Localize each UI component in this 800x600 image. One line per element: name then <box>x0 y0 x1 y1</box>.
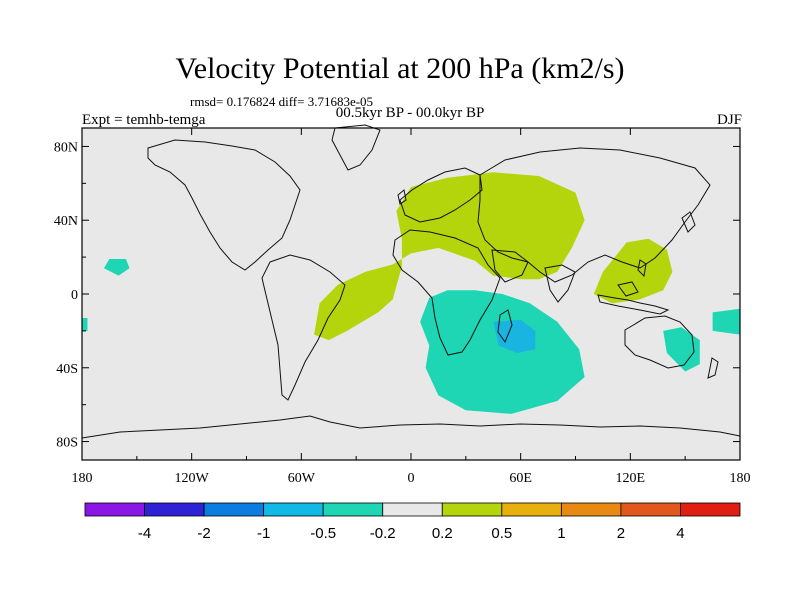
colorbar-label: -1 <box>257 525 270 542</box>
x-tick-label: 0 <box>408 471 415 486</box>
y-tick-label: 80S <box>56 436 78 451</box>
coastline-south-america <box>261 254 346 401</box>
coastlines <box>81 124 741 439</box>
colorbar-label: 0.5 <box>491 525 512 542</box>
chart-title: Velocity Potential at 200 hPa (km2/s) <box>175 52 625 85</box>
coastline-new-zealand <box>707 357 719 379</box>
x-tick-label: 180 <box>72 471 93 486</box>
colorbar-swatch <box>441 502 503 517</box>
x-tick-label: 60E <box>509 471 532 486</box>
coastline-arabia <box>491 249 529 283</box>
region-east-edge-negative <box>712 308 740 335</box>
coastline-indonesia <box>597 294 670 315</box>
coastline-india <box>544 264 576 303</box>
coastline-greenland <box>331 124 381 171</box>
x-tick-label: 120W <box>175 471 210 486</box>
coastline-africa <box>392 229 501 356</box>
colorbar-label: 2 <box>617 525 625 542</box>
x-tick-label: 60W <box>288 471 316 486</box>
coastline-north-america <box>147 139 301 271</box>
coastline-australia <box>624 315 695 369</box>
period-label: 00.5kyr BP - 00.0kyr BP <box>335 105 485 121</box>
colorbar-swatch <box>84 502 145 517</box>
region-eurasia-africa-positive <box>314 172 585 341</box>
colorbar-label: -4 <box>138 525 151 542</box>
colorbar-label: 1 <box>557 525 565 542</box>
x-tick-label: 120E <box>616 471 646 486</box>
y-tick-label: 40S <box>56 362 78 377</box>
colorbar-swatch <box>560 502 622 517</box>
colorbar-label: -2 <box>197 525 210 542</box>
coastline-philippines <box>637 259 647 278</box>
region-central-pacific-negative <box>103 259 130 276</box>
experiment-label: Expt = temhb-temga <box>82 112 206 128</box>
colorbar-swatch <box>263 502 324 517</box>
coastline-uk <box>397 189 407 205</box>
x-tick-label: 180 <box>730 471 751 486</box>
colorbar-swatch <box>680 502 741 517</box>
colorbar-swatch <box>322 502 384 517</box>
x-axis-ticks: 180 120W 60W 0 60E 120E 180 <box>72 128 751 486</box>
y-tick-label: 0 <box>71 288 78 303</box>
colorbar: -4 -2 -1 -0.5 -0.2 0.2 0.5 1 2 4 <box>84 502 741 542</box>
coastline-asia <box>477 147 711 283</box>
colorbar-label: 4 <box>676 525 684 542</box>
map-plot-area <box>82 128 740 460</box>
coastline-antarctica <box>81 415 741 439</box>
y-tick-label: 40N <box>54 214 78 229</box>
colorbar-swatch <box>382 502 443 517</box>
colorbar-label: 0.2 <box>432 525 453 542</box>
coastline-madagascar <box>497 309 513 344</box>
stats-line: rmsd= 0.176824 diff= 3.71683e-05 <box>190 94 374 109</box>
coastline-borneo <box>617 281 639 297</box>
y-axis-ticks: 80N 40N 0 40S 80S <box>54 140 740 451</box>
colorbar-swatch <box>144 502 205 517</box>
coastline-japan <box>681 211 696 233</box>
region-madagascar-strong-negative <box>493 319 536 353</box>
colorbar-label: -0.2 <box>370 525 396 542</box>
region-indian-ocean-negative <box>420 290 585 414</box>
region-australia-negative <box>663 327 700 372</box>
colorbar-swatch <box>620 502 681 517</box>
region-west-pacific-positive <box>593 238 673 304</box>
season-label: DJF <box>716 112 742 128</box>
y-tick-label: 80N <box>54 140 78 155</box>
region-west-edge-negative <box>82 318 88 331</box>
colorbar-swatch <box>203 502 265 517</box>
colorbar-swatch <box>501 502 562 517</box>
colorbar-label: -0.5 <box>310 525 336 542</box>
